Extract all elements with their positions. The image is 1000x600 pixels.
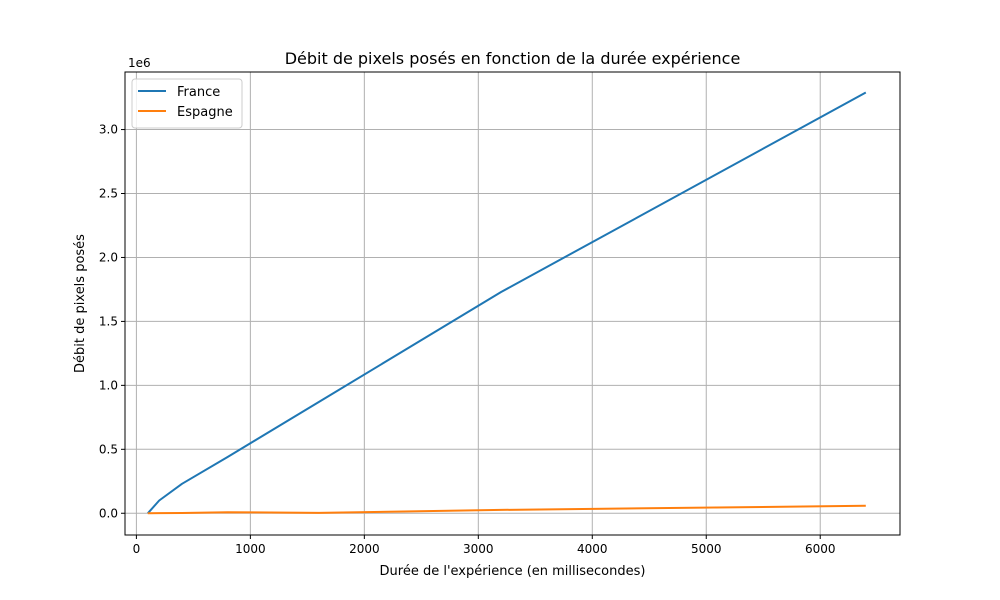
y-tick-label: 2.5 <box>99 187 118 201</box>
x-axis-ticks: 0 1000 2000 3000 4000 5000 6000 <box>133 535 836 556</box>
y-axis-ticks: 0.0 0.5 1.0 1.5 2.0 2.5 3.0 <box>99 123 125 520</box>
x-tick-label: 3000 <box>463 542 494 556</box>
plot-frame <box>124 71 901 536</box>
x-tick-label: 1000 <box>235 542 266 556</box>
y-tick-label: 0.5 <box>99 442 118 456</box>
y-tick-label: 1.5 <box>99 314 118 328</box>
y-axis-offset-label: 1e6 <box>128 56 151 70</box>
series-line-espagne <box>147 504 866 515</box>
y-tick-label: 0.0 <box>99 506 118 520</box>
legend-label-france: France <box>177 85 220 100</box>
x-tick-label: 4000 <box>577 542 608 556</box>
series-lines <box>147 91 867 515</box>
series-line-france <box>147 91 867 514</box>
y-tick-label: 1.0 <box>99 378 118 392</box>
legend: France Espagne <box>131 78 243 129</box>
x-tick-label: 0 <box>133 542 141 556</box>
y-tick-label: 2.0 <box>99 250 118 264</box>
chart-title: Débit de pixels posés en fonction de la … <box>285 49 741 68</box>
x-tick-label: 6000 <box>805 542 836 556</box>
x-tick-label: 2000 <box>349 542 380 556</box>
x-axis-label: Durée de l'expérience (en millisecondes) <box>380 564 646 579</box>
x-tick-label: 5000 <box>691 542 722 556</box>
y-tick-label: 3.0 <box>99 123 118 137</box>
y-axis-label: Débit de pixels posés <box>73 234 88 373</box>
legend-label-espagne: Espagne <box>177 105 233 120</box>
